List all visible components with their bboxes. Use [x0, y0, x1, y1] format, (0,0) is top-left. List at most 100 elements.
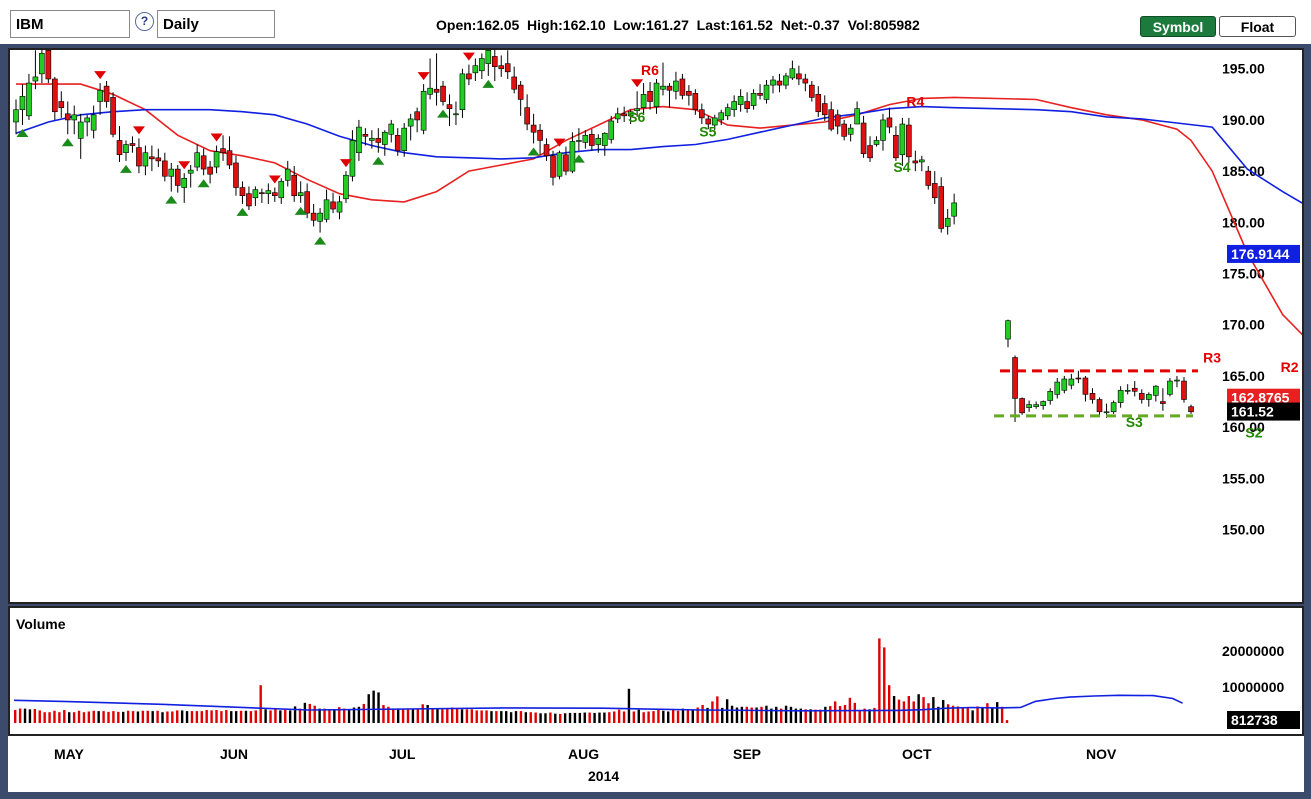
volume-bar [465, 709, 469, 723]
candle-body [90, 114, 97, 131]
candle [498, 55, 505, 77]
volume-bar [406, 708, 410, 723]
candle [433, 53, 440, 106]
candle-body [19, 96, 26, 111]
price-panel[interactable]: 150.00 155.00 160.00 165.00 170.00 175.00 180.… [8, 30, 1311, 604]
volume-bar [838, 706, 842, 723]
volume-bar [401, 708, 405, 723]
candle-body [867, 145, 873, 159]
toolbar: IBM ? Daily Open:162.05 High:162.10 Low:… [0, 0, 1311, 44]
symbol-button[interactable]: Symbol [1140, 16, 1216, 37]
candle [381, 130, 388, 156]
swing-high-marker [178, 161, 191, 170]
volume-bar [63, 710, 66, 723]
swing-low-marker [119, 164, 132, 173]
volume-bar [519, 711, 523, 723]
volume-bar [166, 711, 169, 723]
volume-tick-label: 20000000 [1222, 643, 1285, 659]
candle-body [433, 88, 440, 93]
volume-bar [996, 702, 999, 723]
candle [744, 92, 750, 113]
volume-bar [151, 711, 154, 723]
volume-bar [43, 712, 46, 723]
candle [666, 83, 673, 108]
volume-panel[interactable]: Volume 20000000 10000000 812738 [8, 606, 1304, 736]
volume-bar [421, 704, 424, 723]
volume-bar [352, 707, 356, 723]
candle-body [938, 186, 945, 229]
candle-body [45, 50, 52, 80]
volume-bar [230, 711, 233, 723]
candle-body [1117, 389, 1124, 403]
candle [906, 117, 912, 163]
volume-bar [475, 710, 478, 723]
volume-bar [789, 706, 793, 723]
volume-bar [539, 713, 542, 723]
volume-bar [637, 709, 640, 723]
quote-readout: Open:162.05 High:162.10 Low:161.27 Last:… [436, 17, 920, 33]
volume-bar [735, 707, 739, 723]
candle-body [213, 151, 220, 168]
volume-bar [68, 712, 71, 723]
price-chart[interactable]: 150.00 155.00 160.00 165.00 170.00 175.00 180.… [10, 30, 1311, 602]
float-button[interactable]: Float [1219, 16, 1296, 37]
volume-bar [460, 709, 464, 723]
candle-body [97, 89, 103, 102]
volume-bar [583, 712, 586, 723]
candle-body [356, 126, 362, 154]
volume-bar [92, 710, 95, 723]
candle [129, 136, 136, 153]
candle [860, 115, 867, 158]
candle [1089, 388, 1096, 404]
y-tick-label: 195.00 [1222, 61, 1265, 77]
candle [362, 128, 369, 146]
volume-bar [509, 712, 513, 723]
candle [893, 126, 899, 161]
volume-bar [887, 685, 891, 723]
candle-body [498, 65, 505, 70]
candle [375, 128, 382, 153]
volume-chart[interactable]: Volume 20000000 10000000 812738 [10, 608, 1302, 734]
candle-body [375, 138, 382, 143]
period-select[interactable]: Daily [157, 10, 275, 38]
candle-body [103, 85, 110, 102]
candle [1019, 397, 1025, 415]
candle [724, 103, 731, 120]
symbol-input[interactable]: IBM [10, 10, 130, 38]
volume-bar [190, 711, 194, 723]
candle [1138, 389, 1145, 404]
candle [136, 138, 142, 174]
candle-body [297, 192, 304, 197]
volume-bar [38, 710, 41, 723]
candle-body [64, 113, 71, 121]
candle-body [181, 178, 188, 188]
candle [388, 119, 395, 143]
volume-bar [833, 701, 837, 723]
help-icon[interactable]: ? [135, 12, 154, 31]
volume-bar [372, 690, 375, 723]
volume-bar [274, 709, 277, 723]
candle [343, 171, 349, 203]
volume-bar [627, 688, 631, 723]
candle [1174, 375, 1180, 388]
volume-bar [234, 711, 238, 723]
candle [1188, 404, 1194, 414]
candle-body [627, 111, 634, 117]
volume-bar [436, 708, 439, 723]
volume-bar [293, 706, 297, 723]
swing-low-marker [236, 207, 249, 216]
volume-bar [97, 711, 100, 723]
candle-body [1174, 379, 1180, 382]
volume-bar [794, 708, 798, 723]
volume-bar [387, 706, 390, 723]
candle-body [168, 168, 175, 177]
candle [1061, 375, 1068, 394]
swing-high-marker [132, 126, 145, 135]
volume-bar [446, 708, 449, 723]
candle [149, 145, 155, 172]
candle [944, 209, 951, 235]
candle-body [110, 97, 116, 135]
volume-bar [696, 707, 699, 723]
candle [1005, 319, 1011, 348]
candle [750, 89, 757, 110]
